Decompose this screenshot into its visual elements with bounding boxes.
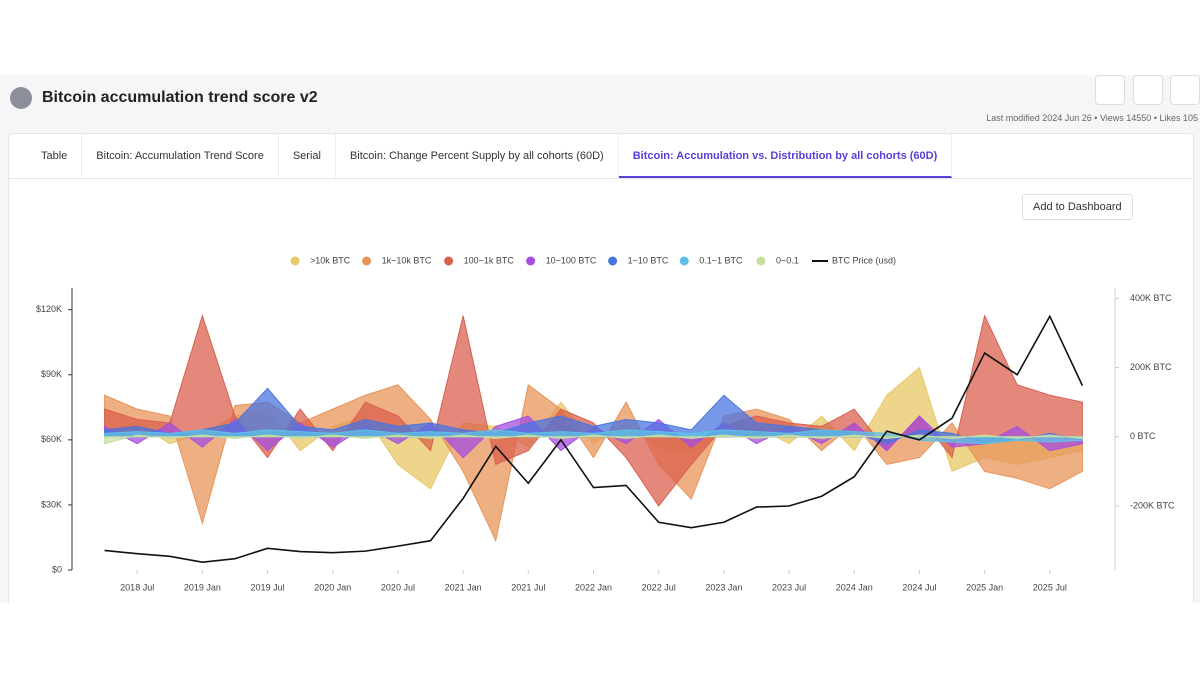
y2-tick-label: 200K BTC (1130, 362, 1172, 372)
x-tick-label: 2021 Jan (445, 582, 482, 592)
page-title: Bitcoin accumulation trend score v2 (42, 89, 318, 106)
legend-label: 0~0.1 (776, 255, 799, 265)
x-tick-label: 2022 Jul (642, 582, 676, 592)
legend-label: 1k~10k BTC (382, 255, 432, 265)
add-button[interactable]: Add to Dashboard (1022, 194, 1133, 220)
x-tick-label: 2022 Jan (575, 582, 612, 592)
legend-swatch (679, 256, 689, 266)
area (104, 429, 1083, 445)
x-tick-label: 2025 Jul (1033, 582, 1067, 592)
legend-label: 10~100 BTC (546, 255, 597, 265)
area (104, 434, 1083, 445)
x-tick-label: 2020 Jul (381, 582, 415, 592)
x-tick-label: 2019 Jan (184, 582, 221, 592)
legend-label: BTC Price (usd) (832, 255, 896, 265)
chart: $0 $30K $60K $90K $120K -200K BTC 0 BTC 200K BT… (36, 255, 1175, 592)
tab[interactable]: Serial (279, 134, 336, 178)
x-tick-label: 2024 Jan (836, 582, 873, 592)
legend-swatch (362, 256, 372, 266)
x-tick-label: 2019 Jul (251, 582, 285, 592)
legend-label: 100~1k BTC (464, 255, 515, 265)
y2-tick-label: 400K BTC (1130, 293, 1172, 303)
legend-label: 0.1~1 BTC (699, 255, 743, 265)
legend-swatch (290, 256, 300, 266)
legend-swatch (756, 256, 766, 266)
legend-label: 1~10 BTC (628, 255, 669, 265)
x-tick-label: 2021 Jul (511, 582, 545, 592)
y-tick-label: $90K (41, 369, 62, 379)
y2-tick-label: -200K BTC (1130, 500, 1175, 510)
bookmark-button[interactable] (1133, 75, 1163, 105)
y-tick-label: $30K (41, 499, 62, 509)
y2-tick-label: 0 BTC (1130, 431, 1156, 441)
tab-bar: Table Bitcoin: Accumulation Trend Score … (9, 134, 1193, 179)
y-tick-label: $120K (36, 304, 62, 314)
legend-swatch (526, 256, 536, 266)
y-tick-label: $0 (52, 564, 62, 574)
x-tick-label: 2024 Jul (902, 582, 936, 592)
tab[interactable]: Table (27, 134, 83, 178)
x-tick-label: 2020 Jan (314, 582, 351, 592)
more-button[interactable] (1170, 75, 1200, 105)
x-tick-label: 2023 Jan (705, 582, 742, 592)
tab[interactable]: Bitcoin: Change Percent Supply by all co… (336, 134, 619, 178)
x-tick-label: 2025 Jan (966, 582, 1003, 592)
avatar (10, 87, 32, 109)
legend-swatch (444, 256, 454, 266)
like-button[interactable] (1095, 75, 1125, 105)
tab[interactable]: Bitcoin: Accumulation vs. Distribution b… (618, 134, 953, 178)
x-tick-label: 2018 Jul (120, 582, 154, 592)
tab[interactable]: Bitcoin: Accumulation Trend Score (82, 134, 279, 178)
y-tick-label: $60K (41, 434, 62, 444)
legend-swatch (608, 256, 618, 266)
price-line (104, 314, 1084, 563)
page-meta: Last modified 2024 Jun 26 • Views 14550 … (986, 113, 1198, 123)
x-tick-label: 2023 Jul (772, 582, 806, 592)
legend-label: >10k BTC (310, 255, 351, 265)
